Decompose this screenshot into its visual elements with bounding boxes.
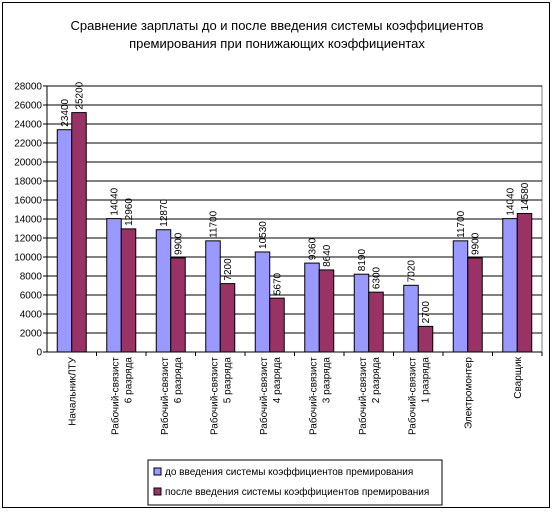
data-label: 5670	[273, 272, 284, 295]
y-tick-label: 4000	[20, 310, 43, 321]
legend-label: до введения системы коэффициентов премир…	[165, 466, 413, 478]
y-tick-label: 22000	[14, 139, 42, 150]
bar	[318, 269, 335, 353]
data-label: 12960	[124, 198, 135, 226]
bar	[56, 129, 73, 353]
data-label: 12870	[159, 198, 170, 226]
data-label: 8190	[357, 249, 368, 272]
bar	[353, 273, 370, 353]
chart-title-line: Сравнение зарплаты до и после введения с…	[71, 18, 484, 33]
x-tick-label: 5 разряда	[222, 357, 233, 404]
y-axis: 0 2000 4000 6000 8000 10000 12000 14000 16000 180…	[14, 82, 48, 359]
bar	[502, 218, 518, 353]
y-tick-label: 24000	[14, 120, 42, 131]
data-label: 11700	[209, 210, 220, 238]
data-label: 14580	[520, 182, 531, 210]
bar	[417, 325, 434, 353]
x-tick-label: Рабочий-связист	[307, 357, 319, 435]
bar	[155, 229, 172, 353]
x-axis: НачальникЛТУ Рабочий-связист 6 разряда Рабо…	[47, 351, 543, 435]
legend: до введения системы коэффициентов премир…	[147, 459, 443, 506]
data-label: 14040	[506, 187, 517, 215]
y-tick-label: 16000	[14, 196, 42, 207]
x-tick-label: Рабочий-связист	[208, 357, 220, 435]
y-tick-label: 14000	[14, 215, 42, 226]
y-tick-label: 26000	[14, 101, 42, 112]
x-tick-label: 4 разряда	[272, 357, 283, 404]
x-tick-label: Рабочий-связист	[109, 357, 121, 435]
data-label: 2700	[421, 301, 432, 324]
data-label: 23400	[60, 98, 71, 126]
x-tick-label: Рабочий-связист	[406, 357, 418, 435]
data-label: 9900	[174, 232, 185, 255]
y-tick-label: 2000	[20, 329, 43, 340]
data-label: 10530	[258, 221, 269, 249]
y-tick-label: 6000	[20, 291, 43, 302]
bars	[56, 112, 533, 353]
y-tick-label: 0	[36, 348, 42, 359]
bar	[467, 257, 483, 353]
bar	[106, 218, 122, 353]
bar	[170, 257, 186, 353]
x-tick-label: 6 разряда	[173, 357, 184, 404]
bar	[269, 297, 285, 353]
bar	[120, 228, 137, 353]
data-label: 25200	[75, 81, 86, 109]
y-tick-label: 12000	[14, 234, 42, 245]
bar	[304, 262, 320, 353]
bar	[516, 212, 533, 353]
x-tick-label: 1 разряда	[420, 357, 431, 404]
bar	[452, 240, 469, 353]
y-tick-label: 10000	[14, 253, 42, 264]
bar	[205, 240, 221, 353]
legend-box	[147, 459, 443, 506]
data-label: 6300	[372, 266, 383, 289]
x-tick-label: Рабочий-связист	[357, 357, 369, 435]
data-label: 8640	[322, 244, 333, 267]
x-tick-label: Электромонтер	[463, 357, 474, 429]
data-label: 7020	[407, 260, 418, 283]
chart-title-line: премирования при понижающих коэффициента…	[129, 36, 425, 51]
x-tick-label: НачальникЛТУ	[67, 356, 78, 426]
data-label: 9360	[308, 237, 319, 260]
y-tick-label: 8000	[20, 272, 43, 283]
x-tick-label: 6 разряда	[123, 357, 134, 404]
legend-label: после введения системы коэффициентов пре…	[165, 486, 429, 498]
x-tick-label: Сварщик	[513, 356, 524, 398]
data-label: 11700	[456, 210, 467, 238]
x-tick-label: Рабочий-связист	[159, 357, 171, 435]
y-tick-label: 28000	[14, 82, 42, 93]
legend-swatch	[153, 467, 162, 476]
bar	[219, 283, 236, 353]
data-label: 9900	[471, 232, 482, 255]
data-label: 7200	[223, 258, 234, 281]
x-tick-label: 2 разряда	[371, 357, 382, 404]
bar	[71, 112, 87, 353]
x-tick-label: Рабочий-связист	[258, 357, 270, 435]
x-tick-label: 3 разряда	[321, 357, 332, 404]
legend-swatch	[153, 487, 162, 496]
bar	[254, 251, 271, 353]
y-tick-label: 20000	[14, 158, 42, 169]
y-tick-label: 18000	[14, 177, 42, 188]
bar	[368, 291, 384, 353]
data-label: 14040	[110, 187, 121, 215]
chart-title: Сравнение зарплаты до и после введения с…	[71, 18, 484, 51]
bar	[403, 284, 419, 353]
